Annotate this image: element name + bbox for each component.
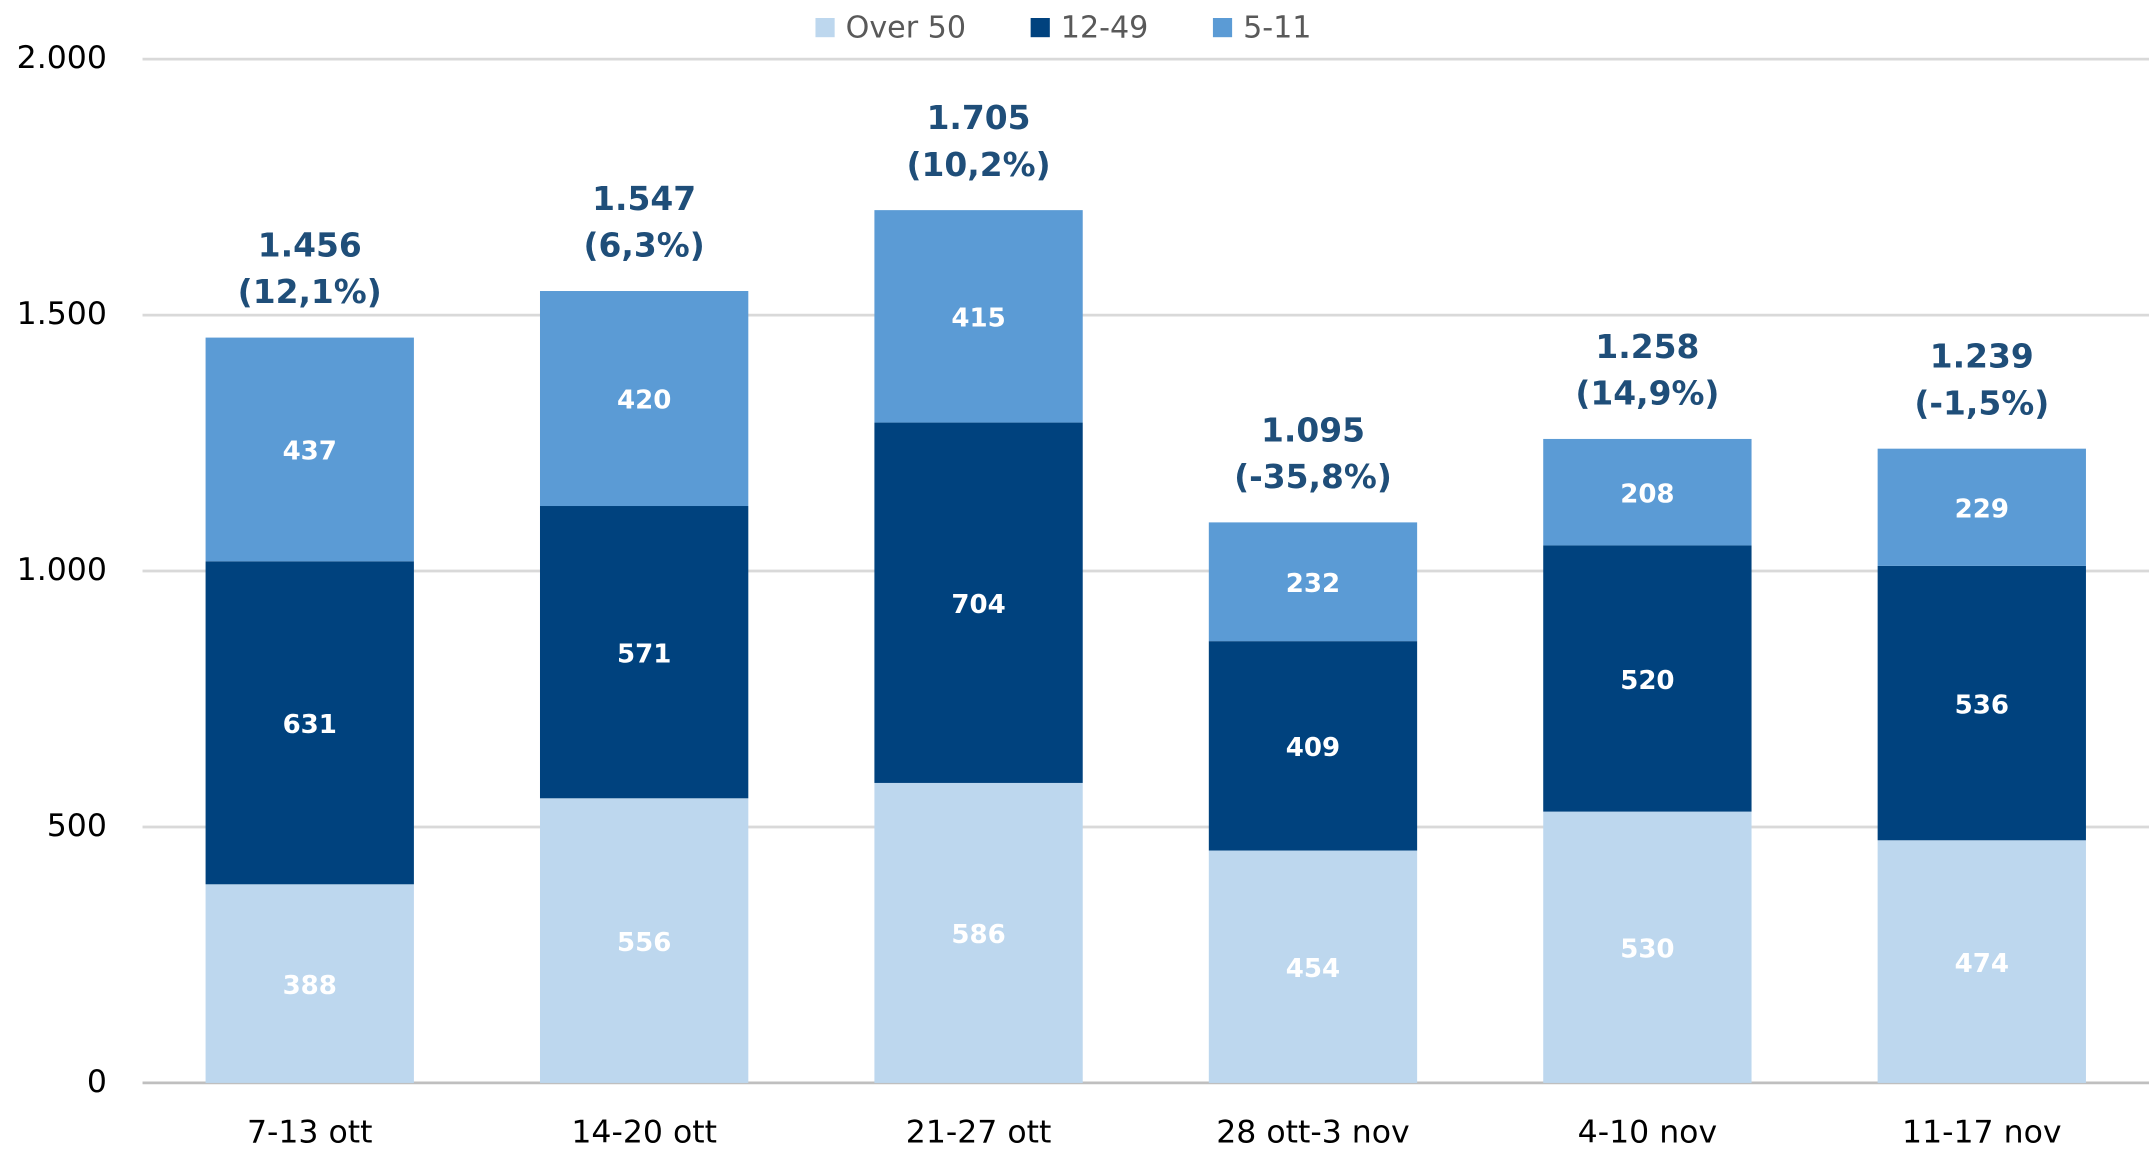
bar-segment xyxy=(1877,840,2086,1083)
x-tick-label: 4-10 nov xyxy=(1578,1115,1717,1151)
bar-segment xyxy=(1543,438,1752,546)
change-label: (12,1%) xyxy=(238,272,382,311)
total-label: 1.547 xyxy=(592,179,696,218)
x-tick-label: 7-13 ott xyxy=(247,1115,373,1151)
bar-segment xyxy=(539,798,749,1083)
bar-segment xyxy=(1208,522,1418,642)
bar-segment xyxy=(1877,448,2086,566)
x-tick-label: 28 ott-3 nov xyxy=(1216,1115,1409,1151)
x-tick-label: 11-17 nov xyxy=(1902,1115,2062,1151)
bar-segment xyxy=(205,884,414,1083)
segment-label: 536 xyxy=(1955,690,2009,720)
legend-swatch xyxy=(1212,18,1233,38)
segment-label: 454 xyxy=(1286,954,1340,984)
y-tick-label: 1.500 xyxy=(17,296,107,332)
segment-label: 232 xyxy=(1286,569,1340,599)
y-tick-label: 1.000 xyxy=(17,552,107,588)
bar-segment xyxy=(874,422,1083,783)
bar-segment xyxy=(539,291,749,507)
bar-segment xyxy=(1543,811,1752,1083)
segment-label: 520 xyxy=(1620,666,1674,696)
bar-segment xyxy=(1877,565,2086,841)
segment-label: 208 xyxy=(1620,479,1674,509)
segment-label: 229 xyxy=(1955,495,2009,525)
bar-segment xyxy=(1543,545,1752,812)
legend-label: Over 50 xyxy=(846,10,966,45)
segment-label: 437 xyxy=(283,437,337,467)
segment-label: 586 xyxy=(951,920,1005,950)
total-label: 1.095 xyxy=(1261,410,1365,449)
x-tick-label: 21-27 ott xyxy=(906,1115,1052,1151)
change-label: (-35,8%) xyxy=(1234,457,1392,496)
segment-label: 530 xyxy=(1620,935,1674,965)
segment-label: 409 xyxy=(1286,733,1340,763)
legend-label: 12-49 xyxy=(1061,10,1149,45)
total-label: 1.705 xyxy=(927,98,1031,137)
bar-segment xyxy=(539,506,749,799)
legend-swatch xyxy=(815,18,835,38)
bar-segment xyxy=(205,337,414,562)
y-tick-label: 0 xyxy=(87,1064,107,1100)
legend-swatch xyxy=(1030,18,1050,38)
total-label: 1.258 xyxy=(1595,327,1699,366)
bar-segment xyxy=(1208,641,1418,851)
segment-label: 415 xyxy=(951,304,1005,334)
segment-label: 388 xyxy=(283,971,337,1001)
total-label: 1.456 xyxy=(258,226,362,265)
segment-label: 571 xyxy=(617,639,671,669)
bar-segment xyxy=(874,210,1083,423)
change-label: (6,3%) xyxy=(584,226,705,265)
bar-segment xyxy=(1208,850,1418,1083)
change-label: (-1,5%) xyxy=(1914,383,2049,422)
bar-segment xyxy=(205,561,414,885)
segment-label: 556 xyxy=(617,928,671,958)
segment-label: 631 xyxy=(283,710,337,740)
change-label: (14,9%) xyxy=(1575,374,1719,413)
legend-label: 5-11 xyxy=(1243,10,1311,45)
change-label: (10,2%) xyxy=(907,145,1051,184)
segment-label: 704 xyxy=(951,590,1005,620)
total-label: 1.239 xyxy=(1930,337,2034,376)
x-tick-label: 14-20 ott xyxy=(571,1115,717,1151)
segment-label: 420 xyxy=(617,386,671,416)
bar-segment xyxy=(874,782,1083,1083)
y-tick-label: 500 xyxy=(47,808,107,844)
segment-label: 474 xyxy=(1955,949,2009,979)
y-tick-label: 2.000 xyxy=(17,40,107,76)
